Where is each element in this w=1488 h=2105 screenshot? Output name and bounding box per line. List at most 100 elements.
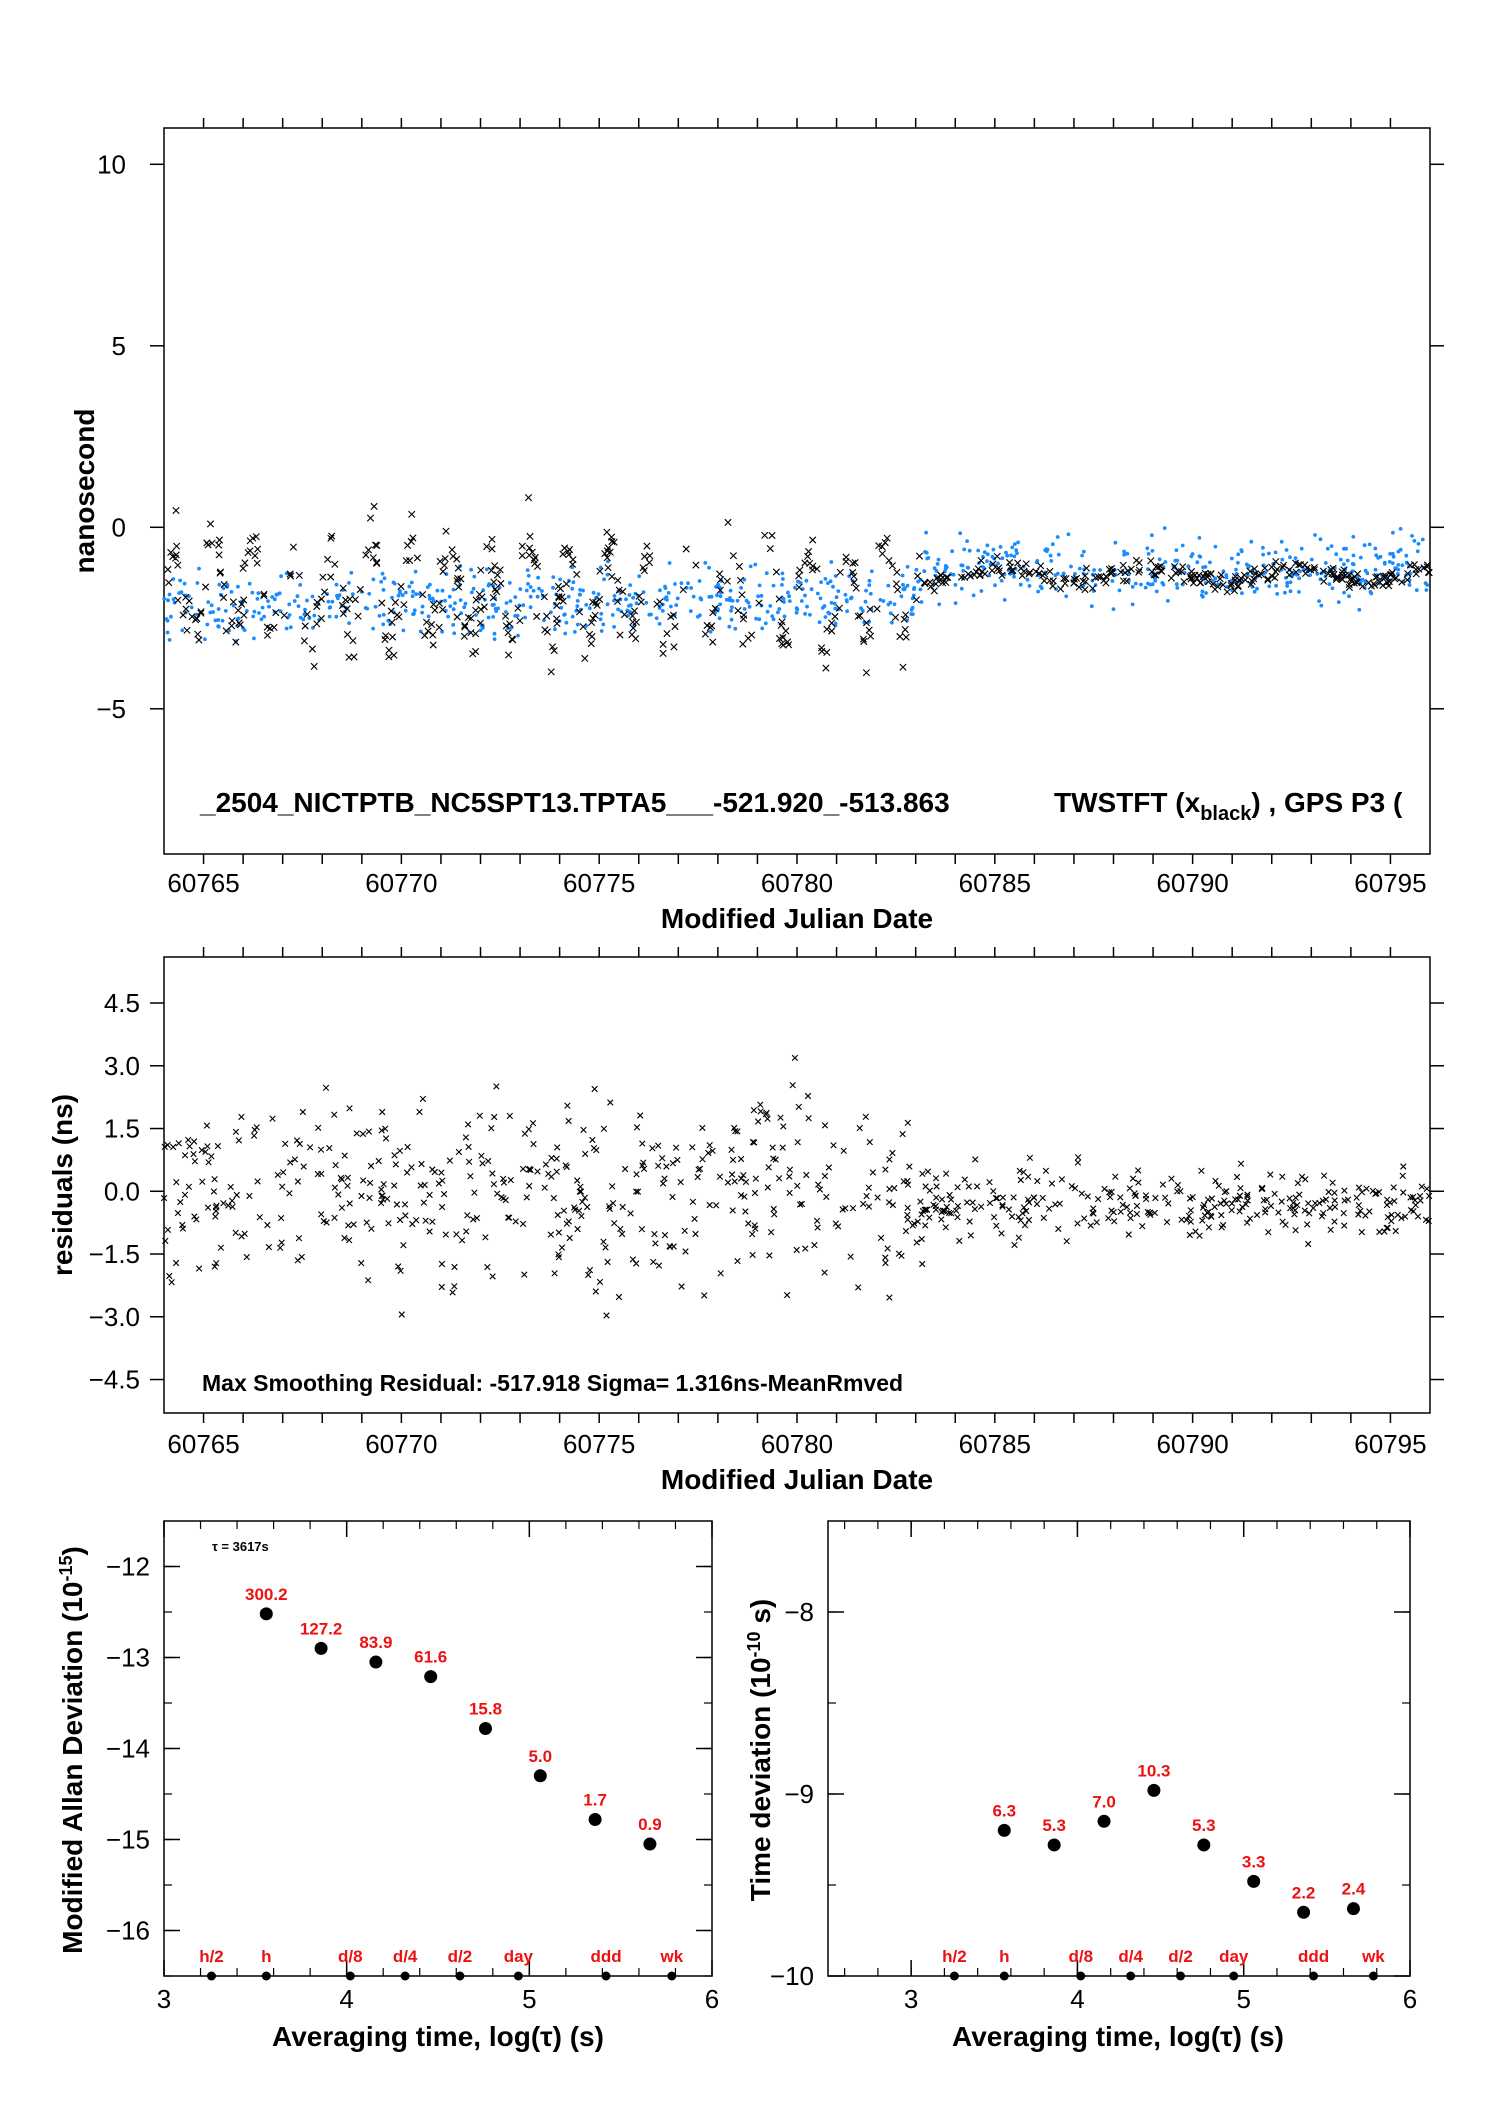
gps-point — [996, 561, 1000, 566]
twstft-point — [1195, 571, 1203, 579]
gps-point — [528, 594, 533, 599]
gps-point — [1313, 533, 1317, 537]
gps-point — [578, 592, 582, 597]
residual-point — [1005, 1206, 1013, 1213]
twstft-point — [540, 593, 548, 601]
residual-point — [530, 1140, 537, 1148]
residual-point — [814, 1224, 821, 1231]
gps-point — [733, 626, 738, 631]
twstft-point — [174, 561, 182, 569]
gps-point — [1308, 573, 1312, 577]
x-tick-label: 60765 — [167, 868, 239, 898]
residual-point — [1074, 1154, 1082, 1161]
gps-point — [446, 614, 450, 619]
gps-point — [1351, 553, 1356, 558]
twstft-point — [1189, 579, 1198, 587]
residual-point — [177, 1198, 184, 1206]
gps-point — [1338, 557, 1343, 562]
y-tick-label: 0 — [112, 512, 126, 542]
gps-point — [1110, 579, 1115, 583]
residual-point — [438, 1169, 445, 1176]
residual-point — [379, 1108, 386, 1116]
gps-point — [221, 586, 226, 591]
residual-point — [1019, 1210, 1026, 1217]
gps-point — [688, 609, 693, 613]
gps-point — [776, 610, 780, 615]
y-tick-label: −14 — [106, 1734, 150, 1764]
gps-point — [1249, 539, 1254, 544]
residual-point — [1294, 1179, 1302, 1187]
twstft-point — [197, 608, 205, 616]
twstft-point — [167, 548, 175, 556]
twstft-point — [1219, 581, 1227, 589]
residual-point — [1267, 1202, 1275, 1210]
gps-point — [1410, 534, 1414, 538]
residual-point — [491, 1113, 498, 1121]
residual-point — [791, 1054, 799, 1062]
gps-point — [213, 618, 218, 623]
residual-point — [243, 1253, 250, 1261]
residual-point — [418, 1160, 425, 1168]
residual-point — [353, 1130, 360, 1137]
residual-point — [627, 1210, 634, 1217]
residual-point — [1260, 1197, 1267, 1204]
twstft-point — [777, 621, 785, 629]
residual-point — [1139, 1223, 1146, 1230]
gps-point — [888, 600, 893, 605]
residual-point — [1228, 1207, 1235, 1214]
gps-point — [252, 609, 257, 614]
residual-point — [581, 1194, 589, 1201]
twstft-point — [1234, 582, 1242, 590]
twstft-point — [671, 622, 679, 631]
twstft-point — [1423, 561, 1432, 569]
residual-point — [954, 1202, 962, 1210]
twstft-point — [421, 631, 429, 640]
gps-point — [330, 599, 335, 604]
residual-point — [191, 1213, 198, 1220]
twstft-point — [957, 573, 966, 581]
residual-point — [732, 1127, 739, 1135]
gps-point — [689, 586, 693, 590]
residual-point — [742, 1178, 750, 1186]
residual-point — [185, 1183, 193, 1190]
gps-point — [206, 600, 211, 604]
data-label: 5.0 — [528, 1747, 552, 1766]
gps-point — [658, 588, 662, 593]
data-label: 127.2 — [300, 1619, 343, 1638]
residual-point — [1409, 1193, 1417, 1201]
gps-point — [605, 602, 610, 607]
gps-point — [699, 597, 704, 602]
residual-point — [764, 1184, 771, 1191]
residual-point — [484, 1263, 491, 1271]
residual-point — [579, 1198, 586, 1205]
gps-point — [1014, 548, 1019, 553]
gps-point — [1391, 530, 1395, 535]
legend-prefix: TWSTFT (x — [1054, 787, 1201, 818]
twstft-point — [449, 552, 457, 560]
gps-point — [537, 586, 541, 591]
gps-point — [985, 559, 989, 563]
residual-point — [478, 1152, 485, 1159]
gps-point — [914, 567, 919, 572]
y-tick-labels: −12−13−14−15−16 — [106, 1552, 150, 1946]
residual-point — [529, 1120, 537, 1127]
gps-point — [1388, 552, 1392, 556]
gps-point — [1293, 556, 1298, 560]
residual-point — [1135, 1179, 1142, 1186]
residual-point — [282, 1140, 289, 1147]
twstft-point — [346, 595, 354, 603]
y-axis-title-exponent: -10 — [744, 1631, 764, 1657]
residual-point — [401, 1201, 409, 1208]
gps-point — [901, 582, 905, 587]
gps-point — [629, 603, 633, 608]
gps-point — [782, 600, 786, 604]
data-label: 3.3 — [1242, 1852, 1266, 1871]
gps-point — [270, 595, 275, 599]
gps-point — [1133, 581, 1138, 586]
residual-point — [728, 1171, 736, 1178]
gps-point — [1396, 563, 1401, 567]
twstft-point — [862, 669, 870, 677]
gps-point — [959, 586, 964, 591]
residual-point — [382, 1125, 389, 1132]
gps-point — [403, 590, 408, 595]
